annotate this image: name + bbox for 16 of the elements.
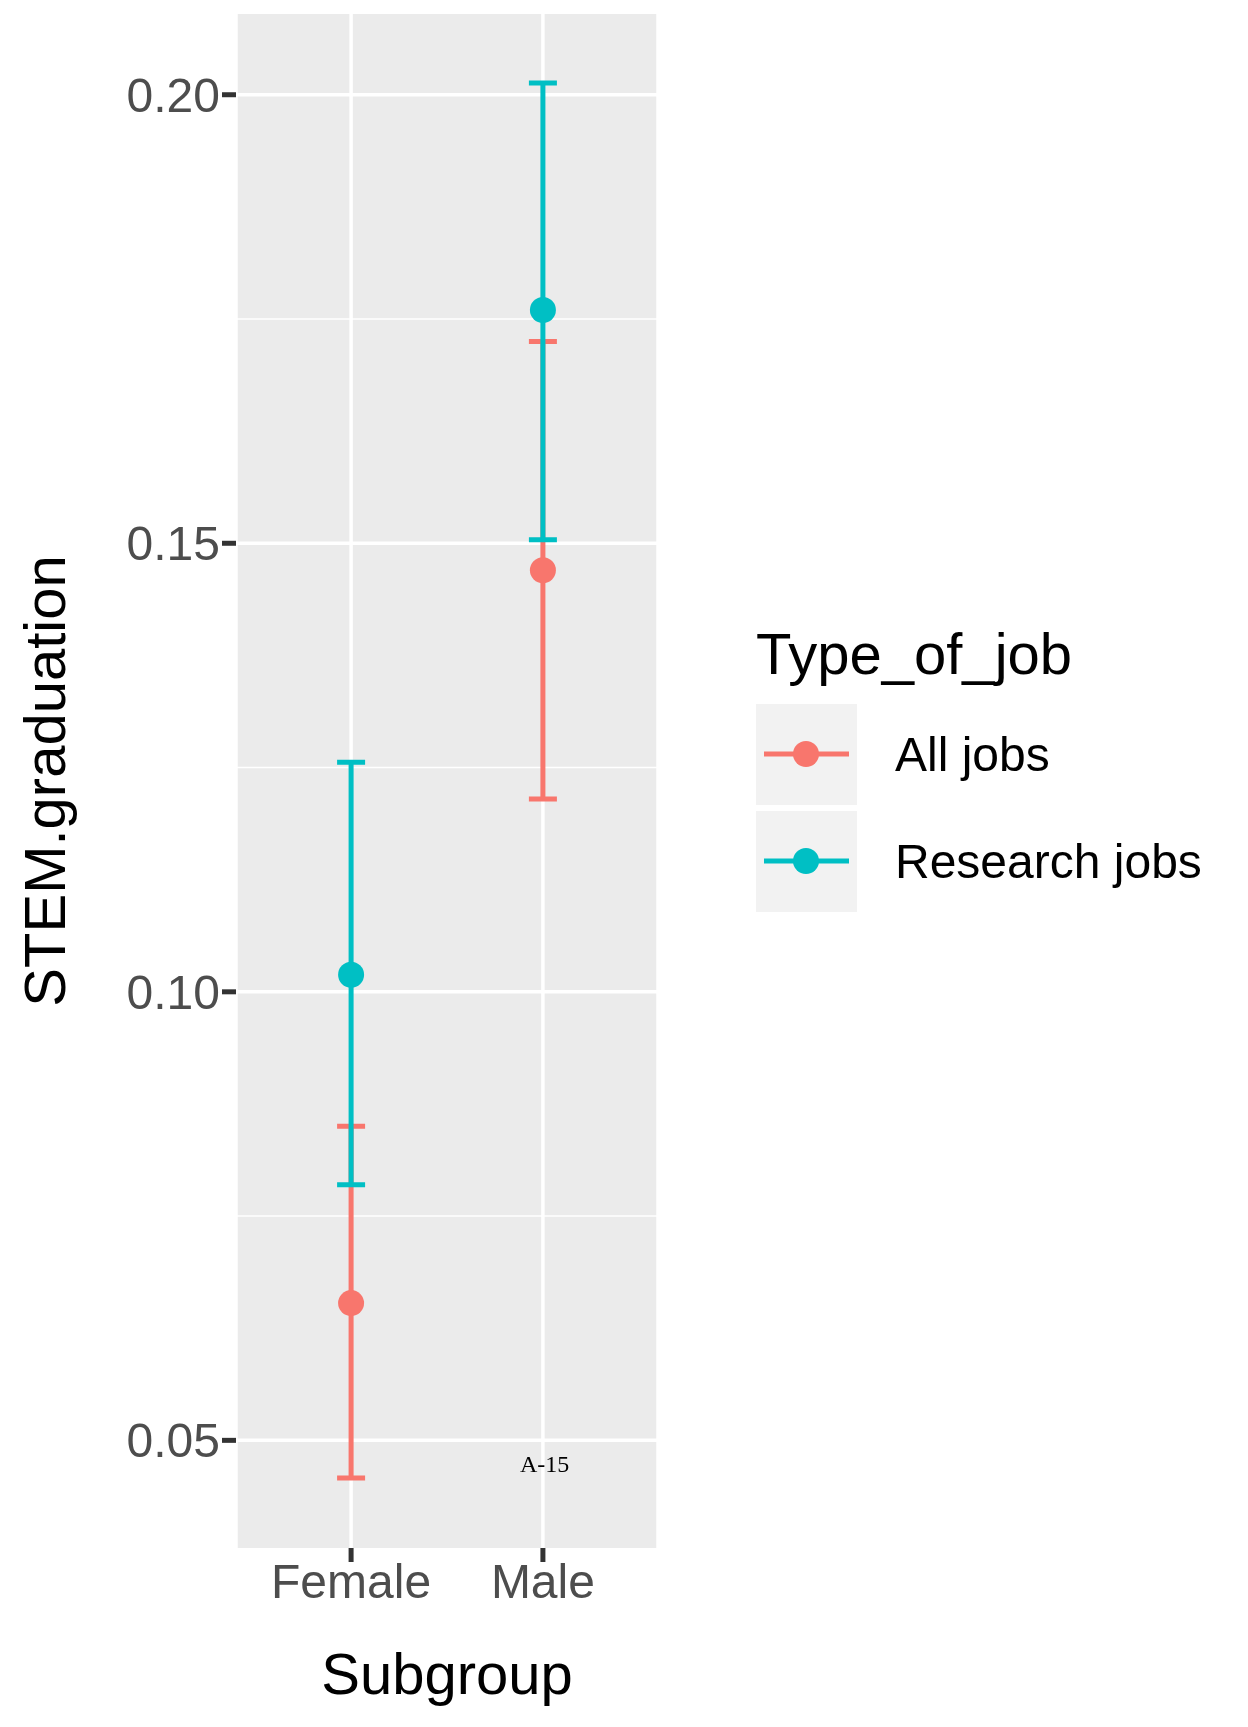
y-tick-label: 0.20 — [126, 68, 220, 122]
y-tick-label: 0.10 — [126, 965, 220, 1019]
y-tick-label: 0.05 — [126, 1414, 220, 1468]
legend-title: Type_of_job — [756, 620, 1074, 687]
point — [338, 961, 365, 988]
x-tick-label: Male — [490, 1555, 595, 1609]
y-tick-label: 0.15 — [126, 517, 220, 571]
annotation: A-15 — [520, 1451, 570, 1478]
legend-label: All jobs — [895, 727, 1050, 782]
point — [529, 557, 556, 584]
y-axis-title: STEM.graduation — [11, 555, 77, 1007]
legend-label: Research jobs — [895, 834, 1202, 889]
point — [338, 1290, 365, 1317]
x-tick-label: Female — [271, 1555, 432, 1609]
x-axis-title: Subgroup — [321, 1641, 573, 1706]
point — [529, 297, 556, 324]
